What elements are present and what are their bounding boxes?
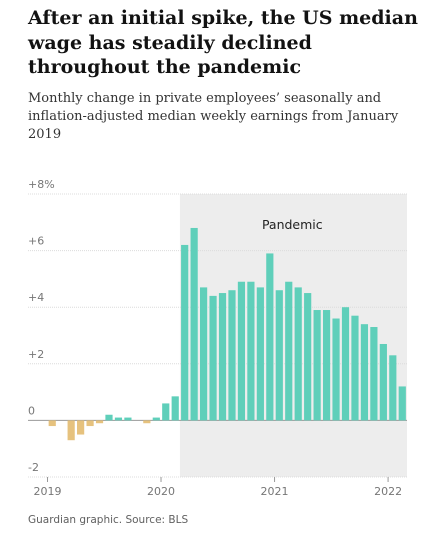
- y-tick-label: +8%: [28, 178, 55, 191]
- y-tick-label: -2: [28, 461, 39, 474]
- bar: [86, 420, 94, 427]
- bar: [143, 420, 151, 424]
- bar: [398, 386, 406, 421]
- bar: [285, 281, 293, 421]
- chart: Pandemic +8% +6 +4 +2 0 -2 2019 2020 2021 2022: [28, 178, 407, 498]
- bar: [124, 417, 132, 421]
- bar: [294, 287, 302, 421]
- bar: [237, 281, 246, 421]
- bar: [322, 310, 331, 421]
- source: Guardian graphic. Source: BLS: [28, 514, 189, 526]
- bar: [105, 414, 113, 421]
- bar: [304, 293, 312, 421]
- y-tick-label: +2: [28, 348, 44, 361]
- x-tick-label: 2022: [374, 485, 402, 498]
- bar: [77, 420, 85, 435]
- bar: [351, 315, 359, 421]
- bar: [67, 420, 75, 441]
- x-tick-label: 2021: [261, 485, 289, 498]
- chart-subtitle: Monthly change in private employees’ sea…: [28, 91, 399, 142]
- bar: [162, 403, 170, 421]
- y-tick-label: +6: [28, 235, 44, 248]
- bar: [228, 290, 236, 421]
- y-tick-label: 0: [28, 404, 35, 417]
- bar: [360, 324, 369, 421]
- bar: [95, 420, 104, 424]
- bar: [313, 310, 321, 421]
- bar: [218, 293, 227, 421]
- bar: [379, 343, 387, 421]
- bar: [171, 396, 179, 421]
- bar: [256, 287, 264, 421]
- bar: [114, 417, 123, 421]
- bar: [48, 420, 56, 427]
- bar: [370, 327, 378, 421]
- shade-label: Pandemic: [262, 217, 323, 232]
- y-tick-label: +4: [28, 291, 44, 304]
- chart-title: After an initial spike, the US median wa…: [28, 7, 418, 78]
- bar: [247, 281, 255, 421]
- x-tick-label: 2019: [34, 485, 62, 498]
- bar: [389, 355, 397, 421]
- bar: [152, 417, 160, 421]
- bar: [341, 307, 350, 421]
- bar: [200, 287, 208, 421]
- x-tick-label: 2020: [147, 485, 175, 498]
- bar: [266, 253, 274, 421]
- bar: [275, 290, 283, 421]
- bar: [181, 244, 189, 421]
- bar: [209, 295, 217, 421]
- bar: [190, 227, 198, 421]
- bar: [332, 318, 340, 421]
- pandemic-shade: [179, 194, 407, 477]
